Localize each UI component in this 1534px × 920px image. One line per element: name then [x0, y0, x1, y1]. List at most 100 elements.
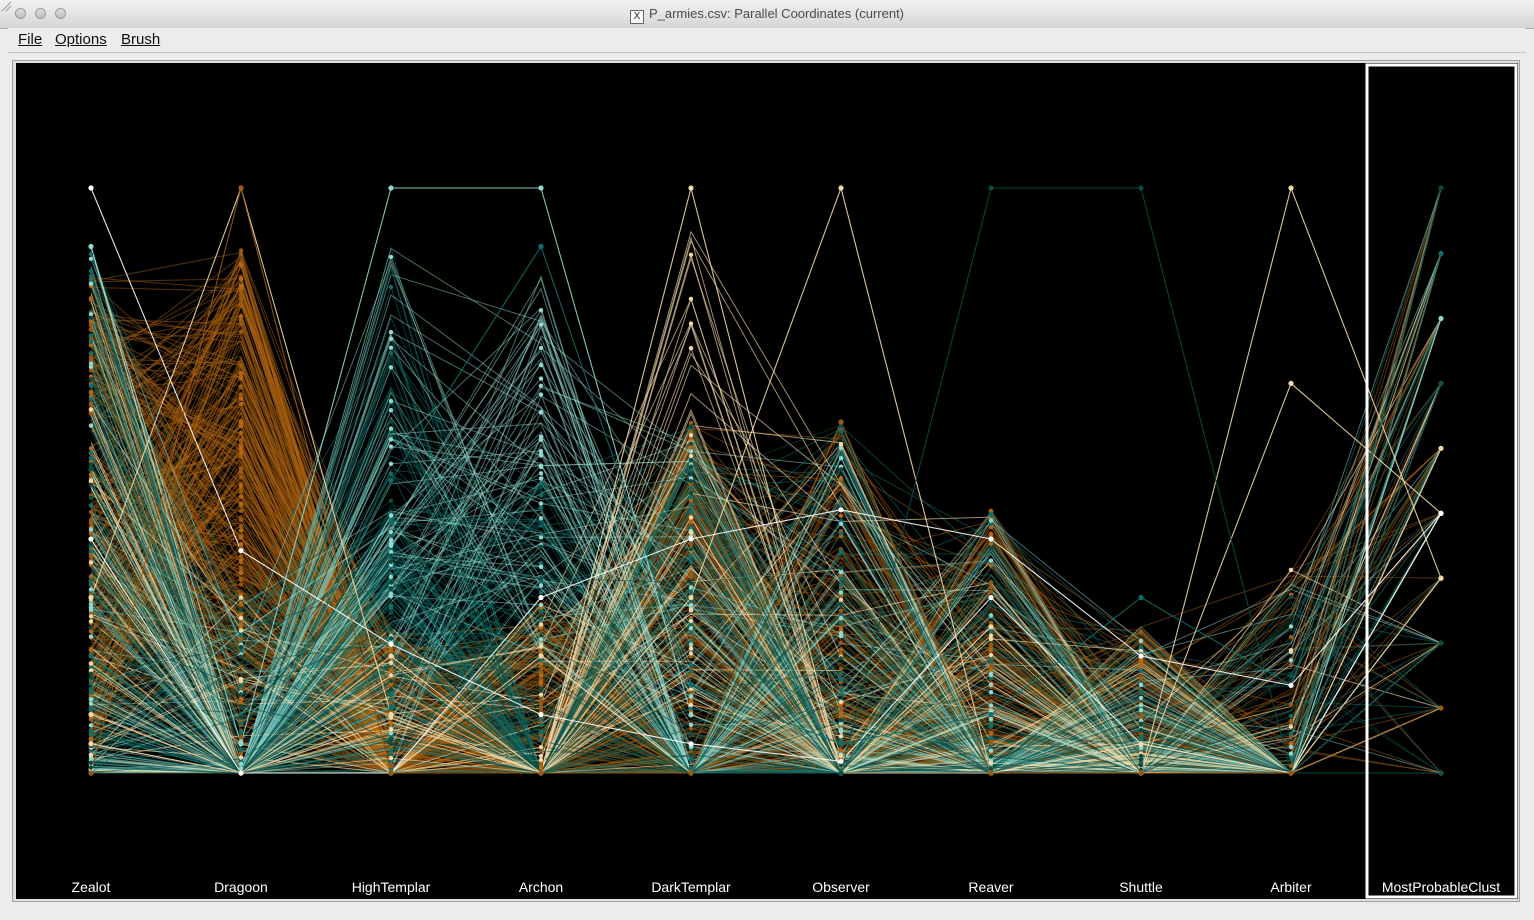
data-point: [538, 704, 544, 709]
data-point: [688, 705, 694, 711]
data-point: [1288, 658, 1294, 663]
data-point: [88, 625, 94, 630]
data-point: [1288, 648, 1294, 653]
close-window-icon[interactable]: [15, 8, 26, 19]
data-point: [88, 549, 94, 554]
data-point: [688, 420, 694, 425]
data-point: [1438, 381, 1444, 386]
data-point: [388, 667, 394, 672]
data-point: [88, 376, 94, 382]
data-point: [88, 495, 94, 500]
data-point: [88, 741, 94, 747]
data-point: [238, 582, 244, 587]
data-point: [538, 753, 544, 759]
data-point: [388, 437, 394, 442]
data-point: [988, 730, 994, 736]
data-point: [1438, 770, 1444, 776]
data-point: [388, 498, 394, 503]
data-point: [388, 626, 394, 632]
data-point: [238, 303, 244, 309]
data-point: [388, 336, 394, 341]
data-point: [538, 476, 544, 481]
data-point: [688, 699, 694, 704]
data-point: [688, 509, 694, 515]
axis-label-hightemplar[interactable]: HighTemplar: [352, 879, 431, 895]
data-point: [88, 607, 94, 613]
data-point: [988, 659, 994, 664]
data-point: [238, 262, 244, 268]
data-point: [88, 450, 94, 455]
data-point: [538, 605, 544, 611]
data-point: [988, 652, 994, 658]
data-point: [388, 721, 394, 726]
data-point: [1288, 702, 1294, 707]
menu-options[interactable]: Options: [55, 31, 107, 48]
data-point: [238, 565, 244, 570]
data-point: [538, 521, 544, 526]
data-record-line: [90, 383, 1442, 774]
axis-label-mostprobableclust[interactable]: MostProbableClust: [1382, 879, 1500, 895]
menu-bar: File Options Brush: [8, 28, 1526, 53]
data-point: [538, 673, 544, 678]
data-point: [1288, 724, 1294, 729]
data-point: [538, 765, 544, 770]
data-point: [688, 590, 694, 595]
data-point: [838, 633, 844, 639]
data-point: [688, 453, 694, 459]
data-point: [688, 536, 694, 542]
menu-brush[interactable]: Brush: [121, 31, 161, 48]
data-point: [238, 595, 244, 600]
data-point: [538, 692, 544, 697]
resize-grip-icon[interactable]: [0, 0, 12, 12]
data-point: [838, 548, 844, 554]
data-point: [1288, 718, 1294, 723]
data-point: [838, 429, 844, 434]
data-point: [688, 433, 694, 438]
data-point: [1138, 727, 1144, 733]
axis-label-zealot[interactable]: Zealot: [72, 879, 111, 895]
data-point: [238, 615, 244, 621]
zoom-window-icon[interactable]: [55, 8, 66, 19]
axis-label-archon[interactable]: Archon: [519, 879, 563, 895]
minimize-window-icon[interactable]: [35, 8, 46, 19]
data-point: [88, 333, 94, 338]
data-point: [838, 717, 844, 723]
parallel-coordinates-plot[interactable]: Zealot Dragoon HighTemplar Archon DarkTempla…: [16, 63, 1518, 899]
data-point: [388, 541, 394, 546]
data-point: [1138, 707, 1144, 713]
data-point: [688, 618, 694, 624]
data-point: [1288, 185, 1294, 191]
data-point: [988, 682, 994, 687]
data-point: [1138, 638, 1144, 644]
data-point: [388, 734, 394, 739]
data-point: [238, 611, 244, 616]
data-point: [238, 371, 244, 376]
data-point: [388, 518, 394, 523]
data-record-line: [90, 512, 1442, 774]
data-point: [88, 351, 94, 356]
axis-label-observer[interactable]: Observer: [812, 879, 870, 895]
axis-label-darktemplar[interactable]: DarkTemplar: [651, 879, 731, 895]
data-point: [1138, 653, 1144, 659]
data-point: [688, 321, 694, 326]
data-point: [238, 692, 244, 697]
axis-label-shuttle[interactable]: Shuttle: [1119, 879, 1163, 895]
axis-label-reaver[interactable]: Reaver: [968, 879, 1013, 895]
data-point: [688, 346, 694, 351]
data-point: [988, 766, 994, 772]
data-point: [88, 668, 94, 673]
data-point: [838, 467, 844, 472]
data-point: [988, 676, 994, 681]
data-point: [388, 537, 394, 543]
data-point: [988, 690, 994, 695]
axis-label-arbiter[interactable]: Arbiter: [1270, 879, 1312, 895]
data-record-line: [90, 253, 1442, 774]
data-point: [838, 573, 844, 578]
parallel-coordinates-svg[interactable]: Zealot Dragoon HighTemplar Archon DarkTempla…: [16, 63, 1518, 899]
data-point: [238, 450, 244, 455]
data-point: [388, 513, 394, 518]
menu-file[interactable]: File: [18, 31, 43, 48]
data-point: [238, 628, 244, 633]
axis-label-dragoon[interactable]: Dragoon: [214, 879, 268, 895]
data-point: [838, 513, 844, 518]
